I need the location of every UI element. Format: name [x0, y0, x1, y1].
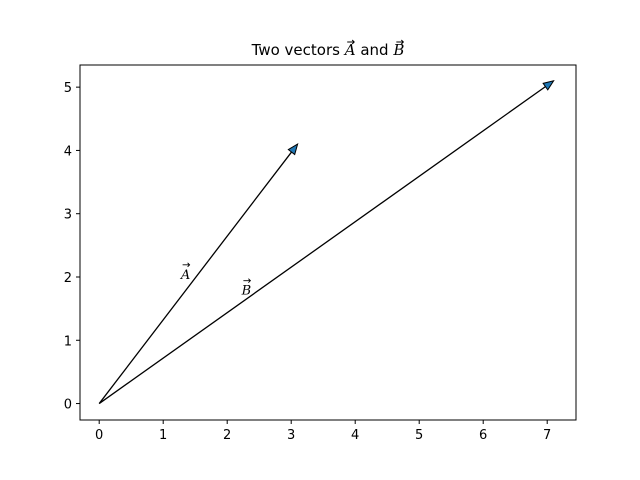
title-symbol-a: A: [343, 41, 356, 59]
x-tick-label: 1: [159, 428, 167, 443]
x-tick-label: 2: [223, 428, 231, 443]
plot-area: 0 1 2 3 4 5 6 7 0 1 2 3 4 5 A B: [64, 39, 577, 443]
vector-a-shaft: [98, 151, 293, 404]
vector-a-label-arrow: [182, 262, 191, 268]
vector-a-head: [287, 143, 299, 156]
title-symbol-b: B: [392, 41, 404, 59]
title-symbol-a-arrow: [347, 39, 355, 45]
x-tick-label: 0: [95, 428, 103, 443]
x-tick-label: 6: [479, 428, 487, 443]
title-prefix: Two vectors: [251, 41, 345, 59]
vector-b-head: [542, 80, 555, 91]
y-tick-label: 0: [64, 398, 72, 413]
vector-b-shaft: [98, 86, 546, 405]
y-tick-label: 5: [64, 81, 72, 96]
x-tick-label: 7: [543, 428, 551, 443]
vector-a-label: A: [180, 268, 190, 283]
x-tick-label: 5: [415, 428, 423, 443]
axes-frame: [79, 64, 577, 421]
x-tick-label: 3: [287, 428, 295, 443]
y-tick-label: 3: [64, 208, 72, 223]
y-tick-label: 4: [64, 144, 72, 159]
chart-title: Two vectors A and B: [251, 41, 405, 59]
vector-b-label-arrow: [243, 278, 252, 283]
y-tick-label: 2: [64, 271, 72, 286]
x-tick-label: 4: [351, 428, 359, 443]
title-symbol-b-arrow: [396, 39, 405, 45]
title-joiner: and: [356, 41, 394, 59]
vector-b-label: B: [241, 284, 252, 299]
y-tick-label: 1: [64, 334, 72, 349]
